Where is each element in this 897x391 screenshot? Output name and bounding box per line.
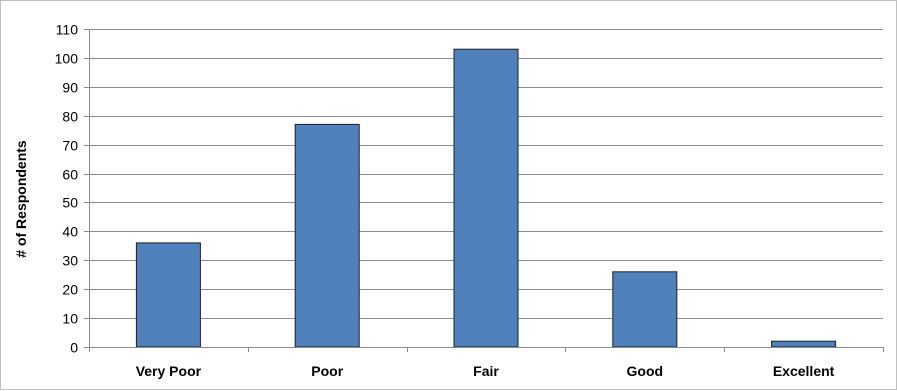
- y-tick-label: 20: [62, 282, 78, 298]
- y-axis-title: # of Respondents: [13, 140, 29, 258]
- y-tick-label: 0: [70, 340, 78, 356]
- x-tick-label: Fair: [473, 363, 499, 379]
- y-tick-label: 70: [62, 138, 78, 154]
- y-tick-label: 30: [62, 253, 78, 269]
- bars: [135, 48, 837, 348]
- y-tick-label: 100: [55, 51, 79, 67]
- axes: [89, 29, 884, 352]
- x-tick-label: Very Poor: [136, 363, 202, 379]
- y-tick-label: 90: [62, 80, 78, 96]
- y-tick-label: 50: [62, 195, 78, 211]
- y-tick-label: 60: [62, 167, 78, 183]
- y-tick-label: 10: [62, 311, 78, 327]
- y-tick-labels: 0 10 20 30 40 50 60 70 80 90 100 110: [55, 22, 79, 356]
- x-tick-label: Excellent: [773, 363, 835, 379]
- x-tick-label: Poor: [311, 363, 343, 379]
- y-tick-label: 80: [62, 109, 78, 125]
- x-tick-label: Good: [627, 363, 664, 379]
- bar-good: [612, 271, 678, 348]
- y-tick-label: 110: [56, 22, 79, 38]
- bar-fair: [453, 48, 519, 348]
- y-tick-label: 40: [62, 224, 78, 240]
- bar-poor: [294, 123, 360, 348]
- bar-very-poor: [135, 242, 201, 348]
- x-tick-labels: Very Poor Poor Fair Good Excellent: [136, 363, 835, 379]
- bar-excellent: [771, 340, 837, 348]
